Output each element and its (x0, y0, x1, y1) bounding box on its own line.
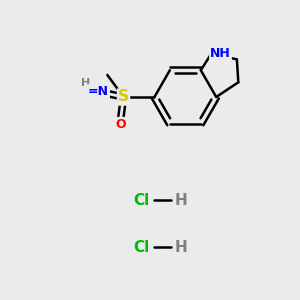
Text: Cl: Cl (134, 193, 150, 208)
Text: Cl: Cl (134, 240, 150, 255)
Text: H: H (81, 79, 90, 88)
Text: NH: NH (210, 47, 231, 60)
Text: =N: =N (88, 85, 109, 98)
Text: H: H (175, 240, 188, 255)
Text: O: O (115, 118, 126, 131)
Text: S: S (118, 89, 129, 104)
Text: H: H (175, 193, 188, 208)
